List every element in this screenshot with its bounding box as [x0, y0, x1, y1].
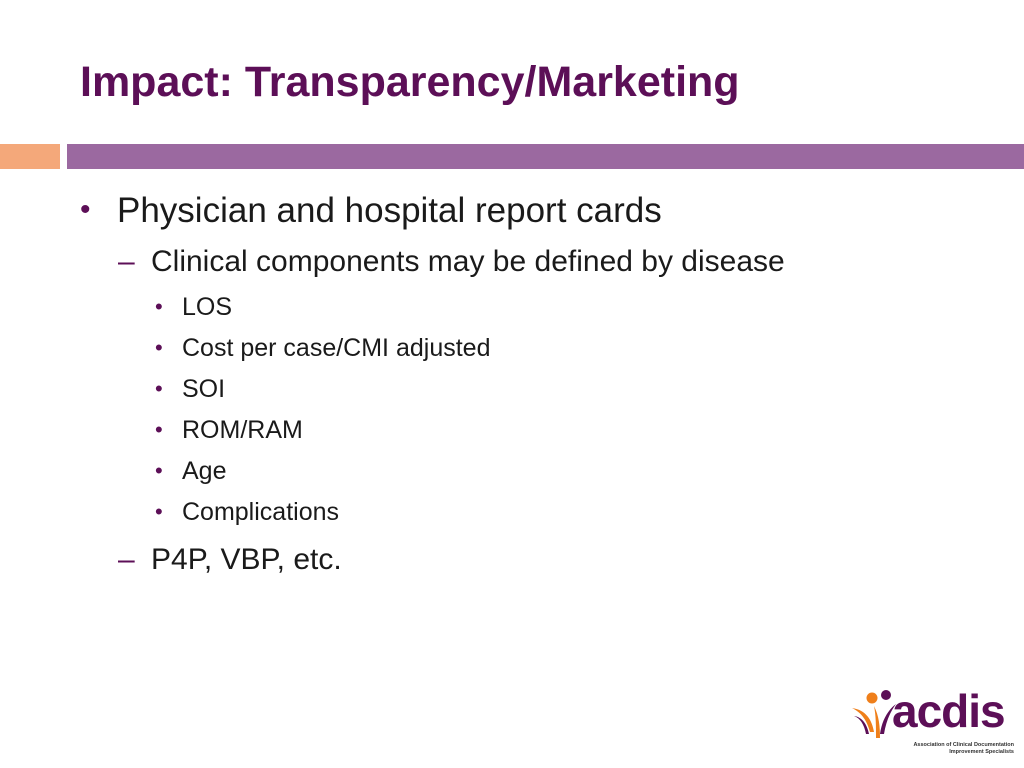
bullet-marker: •: [155, 376, 163, 401]
figure-arm-icon: [852, 708, 874, 732]
sub-sub-bullet-text: Age: [182, 457, 227, 485]
logo-tagline-line: Improvement Specialists: [949, 748, 1014, 755]
bullet-marker: •: [155, 499, 163, 524]
people-figure-icon: [852, 690, 896, 738]
slide-title: Impact: Transparency/Marketing: [80, 58, 740, 106]
dash-marker: –: [118, 245, 135, 278]
sub-sub-bullet-text: Cost per case/CMI adjusted: [182, 334, 491, 362]
logo-tagline: Association of Clinical Documentation Im…: [913, 742, 1014, 755]
sub-sub-bullet-text: LOS: [182, 293, 233, 321]
sub-sub-bullet-text: SOI: [182, 375, 226, 403]
accent-bar-orange: [0, 144, 60, 169]
bullet-marker: •: [155, 294, 163, 319]
bullet-marker: •: [155, 458, 163, 483]
bullet-marker: •: [80, 193, 91, 226]
sub-sub-bullet-text: ROM/RAM: [182, 416, 303, 444]
sub-sub-bullet-text: Complications: [182, 498, 340, 526]
dash-marker: –: [118, 543, 135, 576]
sub-bullet-text: P4P, VBP, etc.: [151, 543, 342, 576]
figure-body-icon: [874, 706, 880, 738]
figure-arm-icon: [880, 704, 896, 734]
bullet-text: Physician and hospital report cards: [117, 191, 662, 230]
logo-wordmark: acdis: [892, 685, 1006, 737]
acdis-logo: acdis Association of Clinical Documentat…: [846, 685, 1016, 758]
logo-tagline-line: Association of Clinical Documentation: [913, 742, 1014, 748]
figure-head-icon: [881, 690, 891, 700]
figure-arm-icon: [854, 716, 869, 734]
accent-bar-purple: [67, 144, 1024, 169]
sub-bullet-text: Clinical components may be defined by di…: [151, 245, 785, 278]
bullet-marker: •: [155, 417, 163, 442]
bullet-marker: •: [155, 335, 163, 360]
figure-head-icon: [866, 692, 878, 704]
